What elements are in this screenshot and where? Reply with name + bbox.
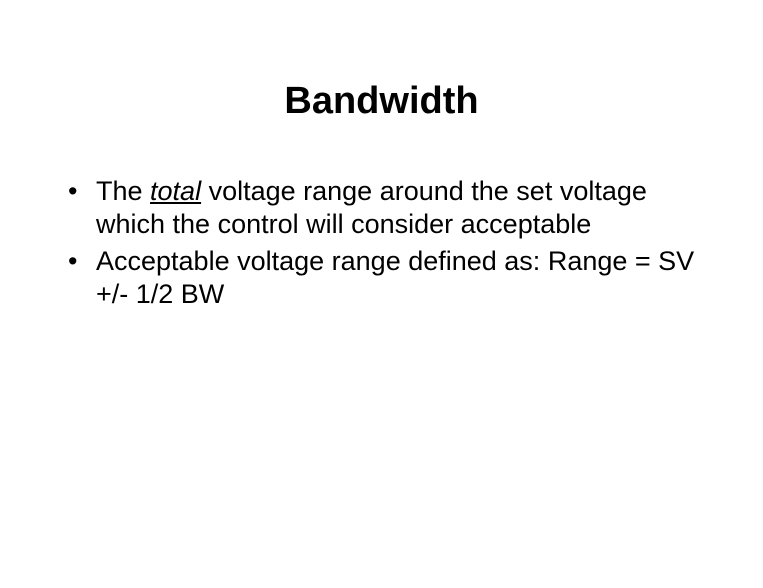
bullet-item: The total voltage range around the set v… — [68, 175, 703, 241]
slide-body: The total voltage range around the set v… — [68, 175, 703, 315]
bullet-text-pre: Acceptable voltage range defined as: Ran… — [96, 246, 694, 309]
bullet-item: Acceptable voltage range defined as: Ran… — [68, 245, 703, 311]
bullet-text-emph: total — [150, 176, 201, 206]
bullet-text-pre: The — [96, 176, 150, 206]
slide-title: Bandwidth — [0, 80, 763, 123]
bullet-list: The total voltage range around the set v… — [68, 175, 703, 311]
slide: Bandwidth The total voltage range around… — [0, 0, 763, 588]
